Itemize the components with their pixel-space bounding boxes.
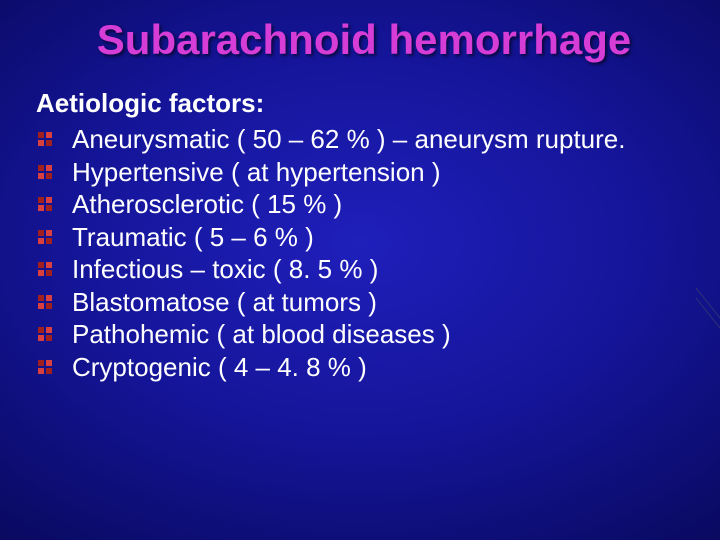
list-item-label: Traumatic ( 5 – 6 % ) xyxy=(72,222,314,252)
bullet-icon xyxy=(38,230,53,245)
bullet-icon xyxy=(38,327,53,342)
bullet-icon xyxy=(38,165,53,180)
slide-title: Subarachnoid hemorrhage xyxy=(36,16,692,64)
bullet-icon xyxy=(38,262,53,277)
list-item-label: Cryptogenic ( 4 – 4. 8 % ) xyxy=(72,352,367,382)
bullet-icon xyxy=(38,197,53,212)
list-item-label: Infectious – toxic ( 8. 5 % ) xyxy=(72,254,378,284)
list-item-label: Pathohemic ( at blood diseases ) xyxy=(72,319,451,349)
list-item-label: Blastomatose ( at tumors ) xyxy=(72,287,377,317)
bullet-icon xyxy=(38,360,53,375)
list-item: Atherosclerotic ( 15 % ) xyxy=(36,188,692,221)
bullet-icon xyxy=(38,295,53,310)
list-item: Traumatic ( 5 – 6 % ) xyxy=(36,221,692,254)
list-item: Pathohemic ( at blood diseases ) xyxy=(36,318,692,351)
list-item: Hypertensive ( at hypertension ) xyxy=(36,156,692,189)
list-item: Blastomatose ( at tumors ) xyxy=(36,286,692,319)
subheading: Aetiologic factors: xyxy=(36,88,692,119)
slide: Subarachnoid hemorrhage Aetiologic facto… xyxy=(0,0,720,540)
bullet-list: Aneurysmatic ( 50 – 62 % ) – aneurysm ru… xyxy=(36,123,692,383)
list-item-label: Aneurysmatic ( 50 – 62 % ) – aneurysm ru… xyxy=(72,124,625,154)
list-item-label: Atherosclerotic ( 15 % ) xyxy=(72,189,342,219)
list-item: Infectious – toxic ( 8. 5 % ) xyxy=(36,253,692,286)
decorative-lines xyxy=(694,288,720,328)
bullet-icon xyxy=(38,132,53,147)
list-item-label: Hypertensive ( at hypertension ) xyxy=(72,157,441,187)
list-item: Aneurysmatic ( 50 – 62 % ) – aneurysm ru… xyxy=(36,123,692,156)
list-item: Cryptogenic ( 4 – 4. 8 % ) xyxy=(36,351,692,384)
